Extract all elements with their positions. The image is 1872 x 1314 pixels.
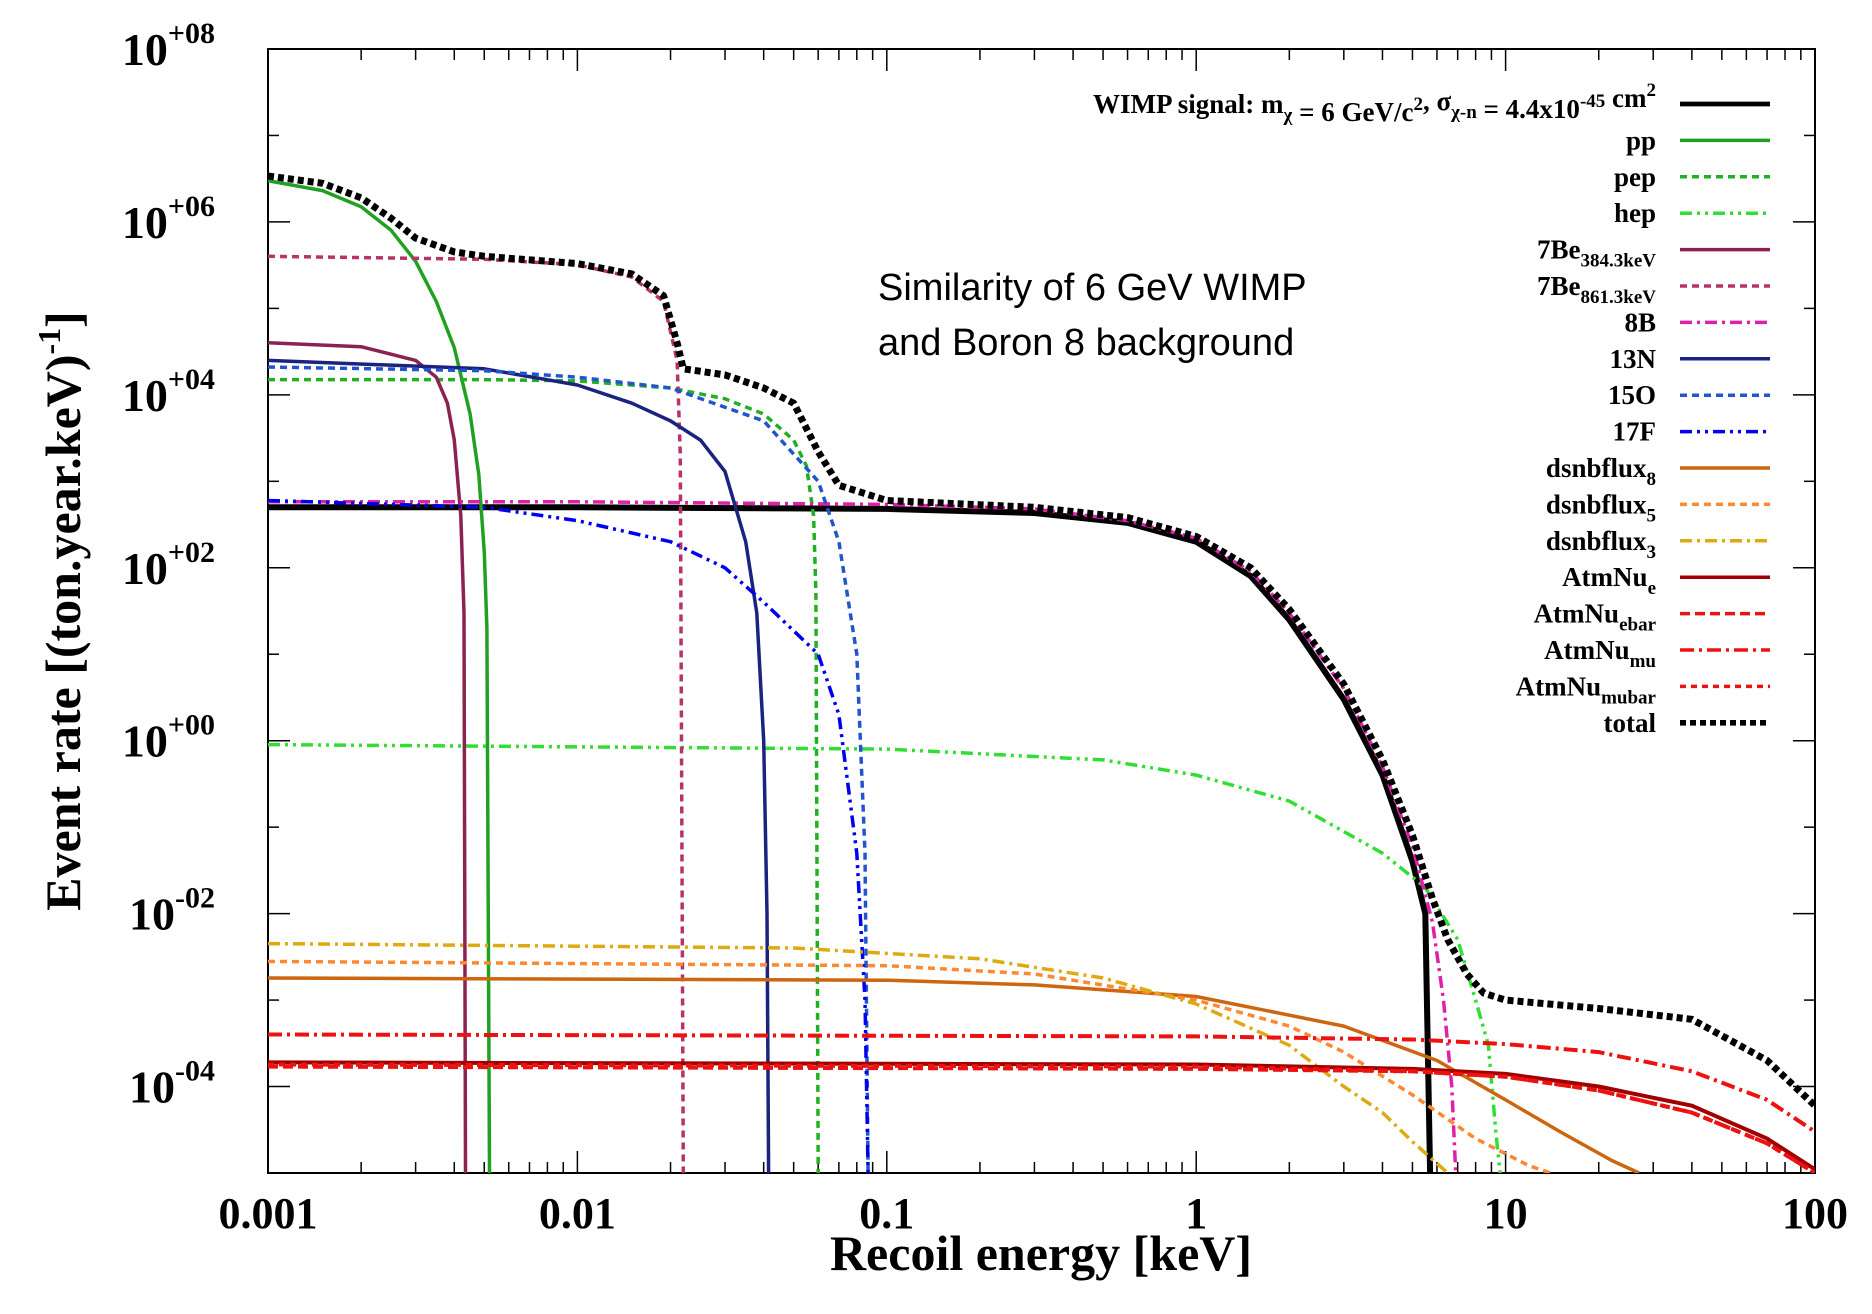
series-line-atmnu-mu	[268, 1032, 1815, 1134]
series-line-13n	[268, 358, 771, 1173]
legend-label-pp: pp	[1626, 125, 1656, 155]
legend-label-15o: 15O	[1608, 380, 1656, 410]
legend-label-dsnbflux-3: dsnbflux3	[1546, 526, 1656, 563]
series-line-total	[268, 172, 1815, 1109]
series-line-15o	[268, 365, 870, 1173]
x-tick-label: 0.1	[859, 1189, 914, 1238]
x-axis-title: Recoil energy [keV]	[830, 1225, 1252, 1281]
series-line-atmnu-mubar	[268, 1062, 1815, 1173]
legend-label-pep: pep	[1614, 162, 1656, 192]
y-tick-label: 10+08	[122, 17, 215, 75]
axis-ticks	[267, 48, 1815, 1174]
legend-label-atmnu-mu: AtmNumu	[1544, 635, 1656, 672]
series-line-atmnu-ebar	[268, 1064, 1815, 1173]
series-line-dsnbflux-8	[268, 976, 1640, 1173]
tick-labels: 0.001 0.01 0.1 1 10 100 10+08 10+06 10+04 10+02 10…	[122, 17, 1848, 1238]
series-line-hep	[268, 742, 1502, 1173]
y-tick-label: 10+02	[122, 536, 215, 594]
legend-label-atmnu-e: AtmNue	[1562, 562, 1656, 599]
y-tick-label: 10+06	[122, 190, 215, 248]
x-tick-label: 0.01	[539, 1189, 616, 1238]
legend-label-13n: 13N	[1610, 344, 1657, 374]
series-line-8b	[268, 500, 1458, 1173]
annotation-line-2: and Boron 8 background	[878, 322, 1294, 364]
series-line-pep	[268, 377, 820, 1173]
plot-frame	[267, 48, 1816, 1174]
series-line-7be-384-3kev	[268, 341, 468, 1173]
y-tick-label: 10-04	[129, 1055, 215, 1113]
series-line-atmnu-e	[268, 1060, 1815, 1172]
legend-label-dsnbflux-8: dsnbflux8	[1546, 453, 1656, 490]
series-line-17f	[268, 498, 870, 1173]
x-tick-label: 0.001	[219, 1189, 318, 1238]
legend-label-atmnu-ebar: AtmNuebar	[1534, 599, 1657, 636]
x-tick-label: 10	[1484, 1189, 1528, 1238]
legend: WIMP signal: mχ = 6 GeV/c2, σχ-n = 4.4x1…	[1093, 80, 1770, 738]
legend-label-dsnbflux-5: dsnbflux5	[1546, 489, 1656, 526]
annotation-line-1: Similarity of 6 GeV WIMP	[878, 267, 1306, 309]
y-tick-label: 10+04	[122, 363, 215, 421]
legend-label-7be-861-3kev: 7Be861.3keV	[1537, 271, 1656, 308]
series-line-pp	[268, 178, 492, 1173]
series-line-dsnbflux-5	[268, 959, 1552, 1173]
legend-label-wimp-signal: WIMP signal: mχ = 6 GeV/c2, σχ-n = 4.4x1…	[1093, 80, 1656, 127]
legend-label-hep: hep	[1614, 198, 1656, 228]
series-layer	[268, 172, 1815, 1173]
annotation: Similarity of 6 GeV WIMP and Boron 8 bac…	[878, 267, 1317, 364]
y-axis-title: Event rate [(ton.year.keV)-1]	[31, 311, 91, 911]
y-tick-label: 10+00	[122, 709, 215, 767]
x-tick-label: 1	[1185, 1189, 1207, 1238]
legend-label-total: total	[1604, 708, 1657, 738]
legend-label-atmnu-mubar: AtmNumubar	[1516, 671, 1657, 708]
series-line-dsnbflux-3	[268, 941, 1449, 1173]
legend-label-8b: 8B	[1624, 307, 1656, 337]
legend-label-17f: 17F	[1613, 417, 1657, 447]
x-tick-label: 100	[1782, 1189, 1848, 1238]
legend-label-7be-384-3kev: 7Be384.3keV	[1537, 235, 1656, 272]
series-line-wimp-signal	[268, 504, 1434, 1173]
y-tick-label: 10-02	[129, 882, 215, 940]
